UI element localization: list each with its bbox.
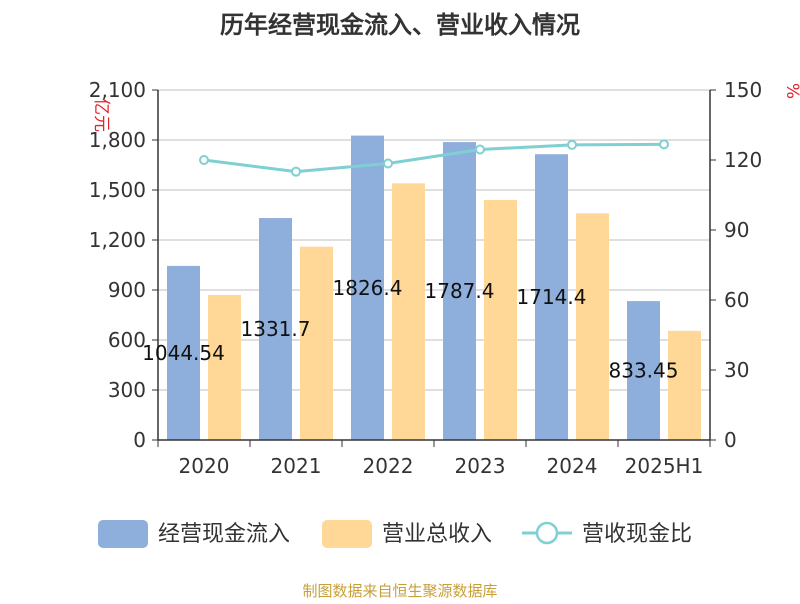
ratio-point bbox=[659, 139, 669, 150]
data-label-cash-inflow: 1044.54 bbox=[142, 341, 225, 365]
data-label-cash-inflow: 1331.7 bbox=[241, 317, 311, 341]
y-right-tick-label: 120 bbox=[724, 148, 762, 172]
y-left-tick-label: 1,800 bbox=[89, 128, 146, 152]
y-right-tick-label: 30 bbox=[724, 358, 749, 382]
x-tick-label: 2020 bbox=[179, 454, 230, 478]
legend-swatch-cash-inflow bbox=[98, 520, 148, 548]
data-label-cash-inflow: 1787.4 bbox=[425, 279, 495, 303]
y-left-axis-label: 亿元 bbox=[91, 98, 111, 132]
data-labels: 1044.54 1331.7 1826.4 1787.4 1714.4 833.45 bbox=[142, 276, 678, 383]
bars bbox=[167, 135, 701, 441]
x-tick-label: 2024 bbox=[547, 454, 598, 478]
axes: 0 300 600 900 1,200 1,500 1,800 2,100 0 30 60 90 120… bbox=[89, 78, 800, 478]
grid-lines bbox=[158, 89, 710, 441]
legend-label-revenue: 营业总收入 bbox=[382, 522, 492, 547]
bar-revenue bbox=[300, 246, 333, 440]
bar-revenue bbox=[208, 295, 241, 440]
bar-cash-inflow bbox=[443, 142, 476, 440]
chart-title: 历年经营现金流入、营业收入情况 bbox=[220, 11, 580, 39]
bar-cash-inflow bbox=[535, 154, 568, 440]
legend: 经营现金流入 营业总收入 营收现金比 bbox=[98, 520, 692, 548]
y-left-tick-label: 600 bbox=[108, 328, 146, 352]
y-left-tick-label: 900 bbox=[108, 278, 146, 302]
ratio-line bbox=[203, 142, 665, 174]
legend-swatch-revenue bbox=[322, 520, 372, 548]
bar-cash-inflow bbox=[259, 218, 292, 440]
y-right-tick-label: 90 bbox=[724, 218, 749, 242]
bar-revenue bbox=[668, 330, 701, 440]
x-tick-label: 2021 bbox=[271, 454, 322, 478]
ratio-point bbox=[199, 155, 209, 165]
y-right-tick-label: 60 bbox=[724, 288, 749, 312]
y-left-tick-label: 1,200 bbox=[89, 228, 146, 252]
legend-label-ratio: 营收现金比 bbox=[582, 522, 692, 547]
x-tick-label: 2022 bbox=[363, 454, 414, 478]
legend-marker-ratio bbox=[535, 521, 559, 545]
y-left-tick-label: 300 bbox=[108, 378, 146, 402]
ratio-point bbox=[291, 166, 301, 177]
data-label-cash-inflow: 833.45 bbox=[609, 359, 679, 383]
x-tick-label: 2023 bbox=[455, 454, 506, 478]
ratio-point bbox=[567, 139, 577, 150]
ratio-line-series bbox=[199, 139, 669, 177]
legend-label-cash-inflow: 经营现金流入 bbox=[158, 522, 290, 547]
bar-cash-inflow bbox=[627, 301, 660, 440]
bar-cash-inflow bbox=[351, 135, 384, 440]
ratio-point bbox=[383, 158, 393, 169]
y-left-tick-label: 1,500 bbox=[89, 178, 146, 202]
data-label-cash-inflow: 1714.4 bbox=[517, 285, 587, 309]
ratio-point bbox=[475, 144, 485, 155]
bar-revenue bbox=[576, 213, 609, 440]
y-left-tick-label: 2,100 bbox=[89, 78, 146, 102]
y-right-axis-label: % bbox=[782, 83, 800, 99]
bar-revenue bbox=[392, 183, 425, 441]
bar-revenue bbox=[484, 200, 517, 440]
y-left-tick-label: 0 bbox=[133, 428, 146, 452]
y-right-tick-label: 150 bbox=[724, 78, 762, 102]
bar-cash-inflow bbox=[167, 265, 200, 440]
y-right-tick-label: 0 bbox=[724, 428, 737, 452]
source-note: 制图数据来自恒生聚源数据库 bbox=[302, 582, 497, 600]
x-tick-label: 2025H1 bbox=[625, 454, 704, 478]
data-label-cash-inflow: 1826.4 bbox=[333, 276, 403, 300]
